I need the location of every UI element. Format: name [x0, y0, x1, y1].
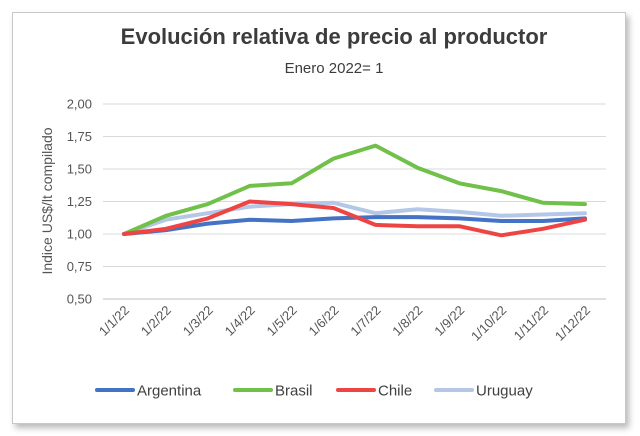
chart-subtitle: Enero 2022= 1: [284, 60, 384, 77]
legend-label-argentina: Argentina: [137, 383, 202, 400]
legend: Argentina Brasil Chile Uruguay: [95, 383, 533, 400]
y-tick-label: 1,75: [67, 129, 92, 144]
y-tick-label: 2,00: [67, 97, 92, 112]
x-tick-label: 1/5/22: [264, 303, 300, 339]
x-tick-label: 1/2/22: [138, 303, 174, 339]
series-line-brasil: [122, 143, 587, 236]
legend-label-chile: Chile: [378, 383, 412, 400]
x-tick-label: 1/1/22: [96, 303, 132, 339]
x-tick-label: 1/8/22: [389, 303, 425, 339]
chart-title: Evolución relativa de precio al producto…: [120, 24, 548, 49]
x-axis-ticks: 1/1/22 1/2/22 1/3/22 1/4/22 1/5/22 1/6/22 1/7/…: [96, 303, 593, 344]
legend-label-uruguay: Uruguay: [476, 383, 533, 400]
series-lines: [122, 143, 587, 238]
y-axis-label: Indice US$/lt compilado: [39, 127, 55, 274]
x-tick-label: 1/4/22: [222, 303, 258, 339]
y-tick-label: 0,75: [67, 259, 92, 274]
gridlines: [103, 103, 606, 300]
legend-label-brasil: Brasil: [275, 383, 313, 400]
x-tick-label: 1/9/22: [431, 303, 467, 339]
x-tick-label: 1/7/22: [347, 303, 383, 339]
y-tick-label: 1,50: [67, 162, 92, 177]
x-tick-label: 1/10/22: [468, 303, 509, 344]
x-tick-label: 1/6/22: [305, 303, 341, 339]
series-line-chile: [122, 199, 587, 238]
x-tick-label: 1/3/22: [180, 303, 216, 339]
series-line-uruguay: [122, 200, 587, 236]
y-tick-label: 1,00: [67, 227, 92, 242]
x-tick-label: 1/11/22: [511, 303, 552, 344]
x-tick-label: 1/12/22: [552, 303, 593, 344]
y-tick-label: 0,50: [67, 292, 92, 307]
y-axis-ticks: 0,50 0,75 1,00 1,25 1,50 1,75 2,00: [67, 97, 92, 307]
y-tick-label: 1,25: [67, 194, 92, 209]
